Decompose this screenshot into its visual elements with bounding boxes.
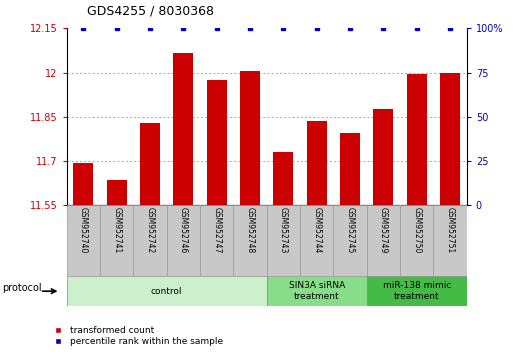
Bar [173, 53, 193, 205]
Text: control: control [151, 287, 183, 296]
Bar [200, 205, 233, 276]
Bar [407, 74, 427, 205]
Bar [273, 152, 293, 205]
Text: GSM952740: GSM952740 [79, 207, 88, 254]
Text: miR-138 mimic
treatment: miR-138 mimic treatment [383, 281, 451, 301]
Bar [140, 123, 160, 205]
Bar [107, 180, 127, 205]
Bar [67, 205, 100, 276]
Bar [333, 205, 367, 276]
Text: GSM952749: GSM952749 [379, 207, 388, 254]
Bar [240, 71, 260, 205]
Text: GSM952750: GSM952750 [412, 207, 421, 254]
Bar [267, 205, 300, 276]
Bar [267, 276, 367, 306]
Bar [433, 205, 467, 276]
Text: GSM952741: GSM952741 [112, 207, 121, 254]
Legend: transformed count, percentile rank within the sample: transformed count, percentile rank withi… [46, 322, 227, 349]
Bar [167, 205, 200, 276]
Bar [400, 205, 433, 276]
Bar [207, 80, 227, 205]
Bar [373, 109, 393, 205]
Text: GSM952748: GSM952748 [246, 207, 254, 254]
Bar [233, 205, 267, 276]
Text: GSM952744: GSM952744 [312, 207, 321, 254]
Text: GSM952751: GSM952751 [446, 207, 455, 254]
Bar [367, 205, 400, 276]
Bar [367, 276, 467, 306]
Bar [300, 205, 333, 276]
Text: GDS4255 / 8030368: GDS4255 / 8030368 [87, 5, 214, 18]
Text: GSM952747: GSM952747 [212, 207, 221, 254]
Text: protocol: protocol [3, 282, 42, 293]
Text: GSM952743: GSM952743 [279, 207, 288, 254]
Bar [100, 205, 133, 276]
Bar [67, 276, 267, 306]
Bar [73, 162, 93, 205]
Text: SIN3A siRNA
treatment: SIN3A siRNA treatment [289, 281, 345, 301]
Text: GSM952742: GSM952742 [146, 207, 154, 254]
Bar [340, 133, 360, 205]
Text: GSM952746: GSM952746 [179, 207, 188, 254]
Text: GSM952745: GSM952745 [346, 207, 354, 254]
Bar [133, 205, 167, 276]
Bar [440, 73, 460, 205]
Bar [307, 121, 327, 205]
